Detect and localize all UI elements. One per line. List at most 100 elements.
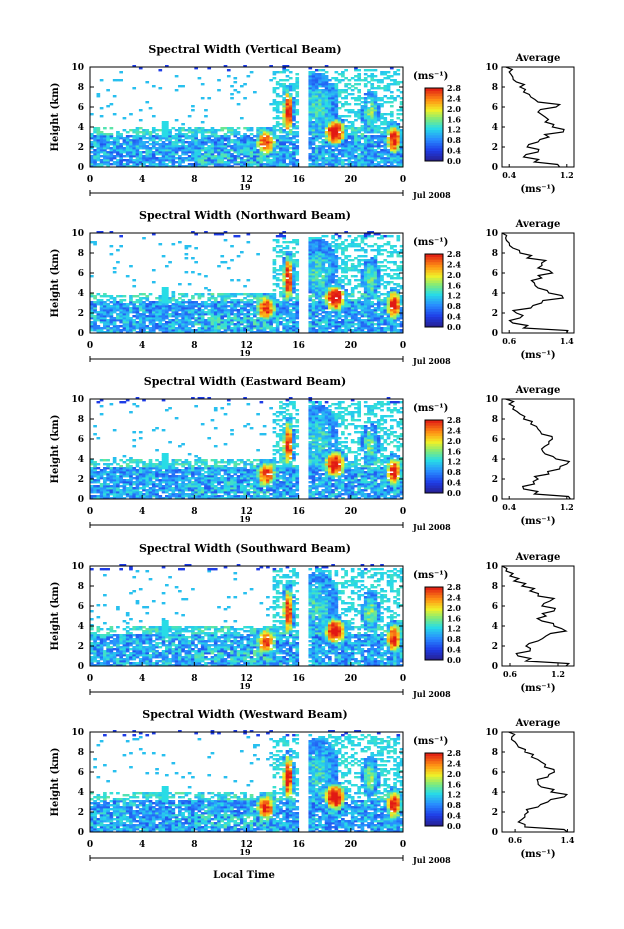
heatmap-cell (328, 289, 332, 292)
heatmap-cell (116, 139, 120, 142)
heatmap-cell (116, 325, 120, 328)
heatmap-cell (135, 151, 140, 154)
heatmap-cell (272, 157, 277, 160)
heatmap-cell (285, 89, 290, 92)
heatmap-cell (161, 301, 166, 304)
heatmap-cell (350, 145, 355, 148)
heatmap-cell (210, 139, 215, 142)
heatmap-cell (132, 311, 137, 314)
heatmap-cell (200, 323, 205, 326)
heatmap-cell (253, 305, 257, 308)
heatmap-cell (253, 327, 257, 330)
heatmap-cell (393, 287, 397, 290)
heatmap-cell (184, 141, 189, 144)
heatmap-cell (311, 289, 316, 292)
heatmap-cell (311, 287, 316, 290)
heatmap-cell (393, 263, 397, 266)
heatmap-cell (370, 101, 375, 104)
heatmap-cell (109, 147, 114, 150)
heatmap-cell (295, 93, 300, 96)
heatmap-cell (399, 157, 404, 160)
heatmap-cell (380, 159, 384, 162)
heatmap-cell (344, 153, 348, 156)
profile-y-tick-label: 6 (492, 269, 498, 279)
heatmap-cell (230, 293, 234, 296)
heatmap-cell (311, 89, 316, 92)
heatmap-cell (288, 251, 293, 254)
heatmap-cell (396, 295, 401, 298)
heatmap-cell (223, 231, 228, 234)
heatmap-cell (288, 117, 293, 120)
heatmap-cell (151, 137, 156, 140)
heatmap-cell (376, 279, 381, 282)
heatmap-cell (331, 263, 335, 266)
heatmap-cell (174, 151, 179, 154)
heatmap-cell (275, 273, 280, 276)
colorbar-swatch (425, 287, 443, 291)
heatmap-cell (331, 85, 335, 88)
heatmap-cell (243, 159, 247, 162)
heatmap-cell (210, 135, 215, 138)
heatmap-cell (337, 149, 342, 152)
heatmap-cell (311, 91, 316, 94)
heatmap-cell (373, 129, 378, 132)
heatmap-cell (331, 87, 335, 90)
heatmap-cell (380, 133, 384, 136)
heatmap-cell (344, 143, 348, 146)
heatmap-cell (233, 315, 238, 318)
heatmap-cell (341, 123, 345, 126)
heatmap-cell (354, 145, 358, 148)
heatmap-cell (334, 247, 339, 250)
heatmap-cell (321, 109, 326, 112)
heatmap-cell (354, 165, 358, 168)
heatmap-cell (230, 303, 234, 306)
heatmap-cell (311, 99, 316, 102)
heatmap-cell (292, 97, 296, 100)
heatmap-cell (161, 133, 166, 136)
heatmap-cell (324, 137, 329, 140)
heatmap-cell (341, 163, 345, 166)
heatmap-cell (266, 145, 270, 148)
heatmap-cell (380, 269, 384, 272)
heatmap-cell (373, 97, 378, 100)
heatmap-cell (380, 103, 384, 106)
heatmap-cell (223, 293, 228, 296)
heatmap-cell (373, 127, 378, 130)
colorbar-swatch (425, 155, 443, 159)
heatmap-cell (164, 145, 169, 148)
heatmap-cell (200, 141, 205, 144)
heatmap-cell (393, 153, 397, 156)
heatmap-cell (396, 135, 401, 138)
heatmap-cell (275, 135, 280, 138)
colorbar-swatch (425, 129, 443, 133)
heatmap-cell (308, 275, 313, 278)
heatmap-cell (311, 299, 316, 302)
heatmap-cell (168, 141, 172, 144)
heatmap-cell (279, 163, 283, 166)
heatmap-cell (171, 291, 176, 294)
heatmap-cell (363, 125, 368, 128)
heatmap-cell (125, 311, 130, 314)
heatmap-cell (191, 165, 195, 168)
heatmap-cell (285, 101, 290, 104)
heatmap-cell (373, 271, 378, 274)
heatmap-cell (292, 163, 296, 166)
heatmap-cell (129, 323, 133, 326)
heatmap-cell (99, 115, 104, 118)
heatmap-cell (220, 323, 225, 326)
heatmap-cell (314, 133, 319, 136)
heatmap-cell (370, 129, 375, 132)
heatmap-cell (217, 311, 221, 314)
heatmap-cell (311, 123, 316, 126)
heatmap-cell (321, 299, 326, 302)
heatmap-cell (292, 103, 296, 106)
heatmap-cell (184, 153, 189, 156)
heatmap-cell (239, 327, 244, 330)
heatmap-cell (93, 475, 97, 478)
heatmap-cell (344, 283, 348, 286)
heatmap-cell (220, 163, 225, 166)
heatmap-cell (341, 259, 345, 262)
heatmap-cell (314, 315, 319, 318)
heatmap-cell (184, 327, 189, 330)
heatmap-cell (347, 157, 352, 160)
